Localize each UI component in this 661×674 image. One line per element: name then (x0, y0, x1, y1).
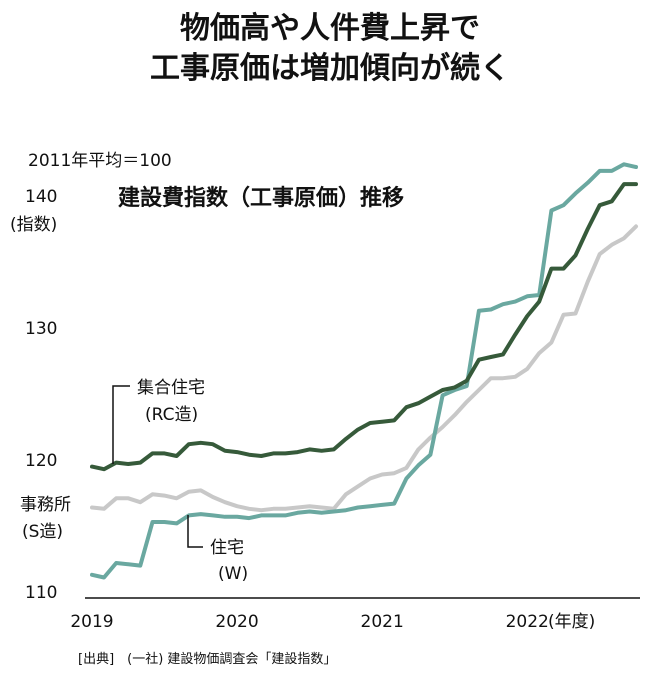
source-note: [出典] (一社) 建設物価調査会「建設指数」 (78, 651, 336, 667)
x-tick-label: 2021 (361, 612, 404, 632)
x-tick-group: 2019 2020 2021 2022 (70, 612, 548, 632)
y-tick-label: 120 (25, 451, 57, 471)
series-label-w-line2: (W) (218, 564, 248, 584)
x-tick-label: 2022 (506, 612, 549, 632)
leader-line-rc (112, 385, 130, 464)
chart-title: 建設費指数（工事原価）推移 (118, 185, 404, 211)
series-label-s-line2: (S造) (22, 522, 63, 542)
leader-line-w (187, 515, 203, 548)
y-tick-label: 130 (25, 319, 57, 339)
series-label-s-line1: 事務所 (20, 495, 71, 515)
y-tick-label: 140 (25, 187, 57, 207)
series-group (90, 162, 638, 580)
x-tick-label: 2019 (70, 612, 113, 632)
y-axis-label: (指数) (10, 215, 57, 235)
series-label-rc-line2: (RC造) (145, 405, 198, 425)
series-line-rc (90, 182, 638, 472)
title-line2: 工事原価は増加傾向が続く (150, 51, 510, 86)
y-tick-group: 110 120 130 140 (25, 187, 57, 603)
base-note: 2011年平均＝100 (28, 151, 172, 171)
series-line-s (90, 224, 638, 513)
series-label-w-line1: 住宅 (210, 538, 244, 558)
title-line1: 物価高や人件費上昇で (180, 11, 480, 46)
x-tick-label: 2020 (215, 612, 258, 632)
series-label-rc-line1: 集合住宅 (137, 378, 205, 398)
y-tick-label: 110 (25, 583, 57, 603)
series-line-w (90, 162, 638, 580)
x-axis-label: (年度) (548, 612, 595, 632)
